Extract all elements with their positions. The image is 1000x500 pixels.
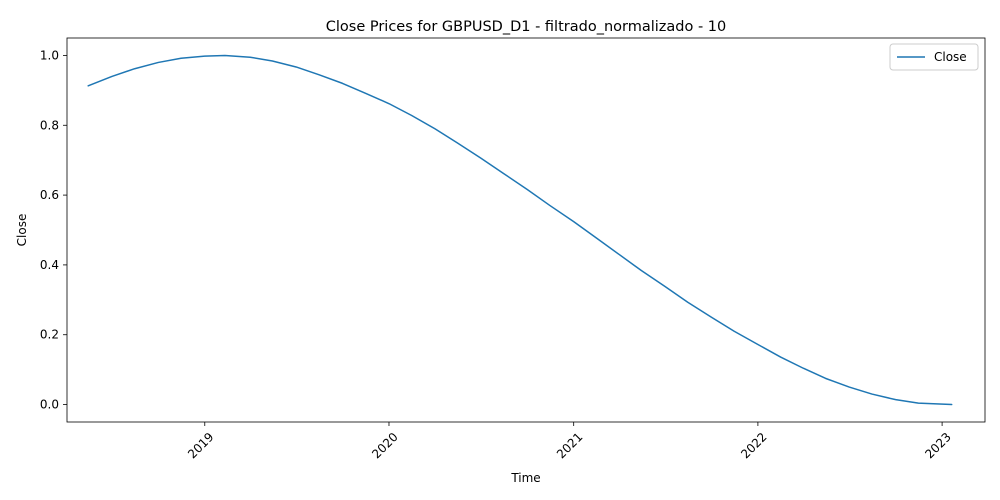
legend-label: Close <box>934 50 967 64</box>
y-tick-label: 0.8 <box>40 118 59 132</box>
y-axis: 0.0 0.2 0.4 0.6 0.8 1.0 <box>40 48 67 412</box>
x-axis-label: Time <box>510 471 540 485</box>
legend-box <box>889 43 979 71</box>
y-tick-label: 0.6 <box>40 188 59 202</box>
y-tick-label: 0.0 <box>40 398 59 412</box>
y-tick-label: 0.2 <box>40 328 59 342</box>
y-axis-label: Close <box>15 214 29 247</box>
y-tick-label: 0.4 <box>40 258 59 272</box>
plot-frame <box>66 37 986 423</box>
chart-title: Close Prices for GBPUSD_D1 - filtrado_no… <box>326 19 727 35</box>
y-tick-label: 1.0 <box>40 48 59 62</box>
series-line-close <box>87 54 953 406</box>
plot-area <box>66 37 986 423</box>
legend: Close <box>889 43 979 71</box>
